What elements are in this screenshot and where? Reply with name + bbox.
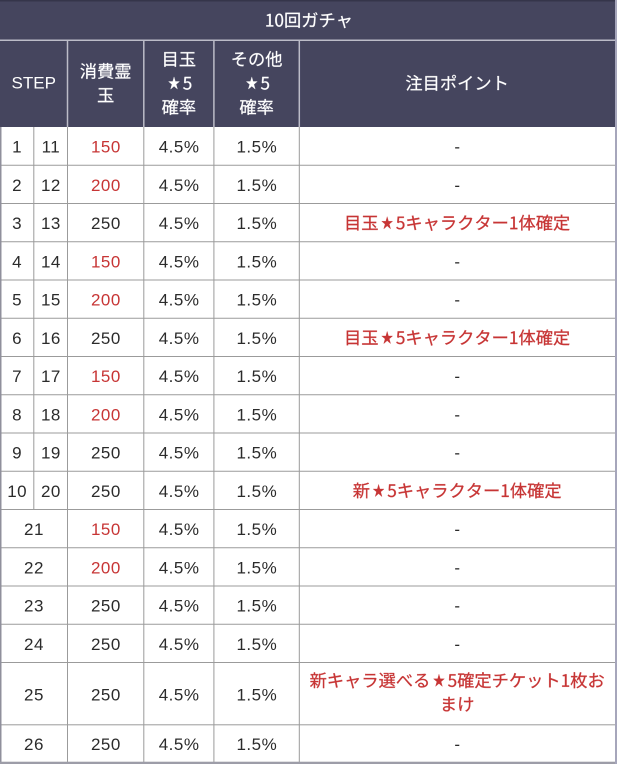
svg-text:1: 1: [12, 138, 21, 157]
svg-text:1.5%: 1.5%: [236, 405, 277, 424]
svg-text:STEP: STEP: [12, 74, 56, 93]
svg-text:4.5%: 4.5%: [159, 329, 200, 348]
svg-text:21: 21: [24, 520, 44, 539]
svg-text:4.5%: 4.5%: [159, 138, 200, 157]
svg-text:4.5%: 4.5%: [159, 635, 200, 654]
svg-text:1.5%: 1.5%: [236, 367, 277, 386]
svg-text:-: -: [454, 635, 460, 654]
svg-text:250: 250: [91, 735, 121, 754]
svg-text:6: 6: [12, 329, 21, 348]
svg-text:1.5%: 1.5%: [236, 482, 277, 501]
svg-text:8: 8: [12, 405, 21, 424]
svg-text:-: -: [454, 735, 460, 754]
svg-text:-: -: [454, 520, 460, 539]
svg-text:4.5%: 4.5%: [159, 444, 200, 463]
svg-text:15: 15: [41, 291, 61, 310]
svg-text:4.5%: 4.5%: [159, 520, 200, 539]
svg-text:10: 10: [7, 482, 27, 501]
svg-text:-: -: [454, 138, 460, 157]
svg-text:-: -: [454, 405, 460, 424]
svg-text:17: 17: [41, 367, 61, 386]
svg-text:1.5%: 1.5%: [236, 252, 277, 271]
svg-text:7: 7: [12, 367, 21, 386]
svg-text:1.5%: 1.5%: [236, 520, 277, 539]
svg-text:13: 13: [41, 214, 61, 233]
svg-text:250: 250: [91, 444, 121, 463]
svg-text:150: 150: [91, 367, 121, 386]
svg-text:1.5%: 1.5%: [236, 329, 277, 348]
svg-text:-: -: [454, 558, 460, 577]
svg-text:1.5%: 1.5%: [236, 635, 277, 654]
svg-text:12: 12: [41, 176, 61, 195]
svg-text:150: 150: [91, 520, 121, 539]
svg-text:14: 14: [41, 252, 61, 271]
svg-text:-: -: [454, 367, 460, 386]
svg-text:-: -: [454, 176, 460, 195]
svg-text:4.5%: 4.5%: [159, 685, 200, 704]
svg-text:1.5%: 1.5%: [236, 291, 277, 310]
svg-text:4.5%: 4.5%: [159, 558, 200, 577]
svg-text:24: 24: [24, 635, 44, 654]
svg-text:18: 18: [41, 405, 61, 424]
svg-text:9: 9: [12, 444, 21, 463]
svg-text:1.5%: 1.5%: [236, 597, 277, 616]
svg-text:22: 22: [24, 558, 44, 577]
svg-text:150: 150: [91, 138, 121, 157]
svg-text:250: 250: [91, 482, 121, 501]
svg-text:4.5%: 4.5%: [159, 367, 200, 386]
svg-text:4.5%: 4.5%: [159, 482, 200, 501]
svg-text:250: 250: [91, 329, 121, 348]
svg-text:11: 11: [42, 138, 61, 157]
svg-text:200: 200: [91, 176, 121, 195]
svg-text:4.5%: 4.5%: [159, 291, 200, 310]
svg-text:250: 250: [91, 635, 121, 654]
svg-text:2: 2: [12, 176, 21, 195]
svg-text:250: 250: [91, 214, 121, 233]
svg-text:4: 4: [12, 252, 21, 271]
svg-text:150: 150: [91, 252, 121, 271]
svg-text:4.5%: 4.5%: [159, 597, 200, 616]
svg-text:4.5%: 4.5%: [159, 405, 200, 424]
svg-text:1.5%: 1.5%: [236, 214, 277, 233]
svg-text:26: 26: [24, 735, 44, 754]
svg-text:1.5%: 1.5%: [236, 735, 277, 754]
svg-text:-: -: [454, 291, 460, 310]
svg-text:5: 5: [12, 291, 21, 310]
svg-text:4.5%: 4.5%: [159, 176, 200, 195]
svg-text:19: 19: [41, 444, 61, 463]
svg-text:250: 250: [91, 685, 121, 704]
svg-text:200: 200: [91, 558, 121, 577]
svg-text:1.5%: 1.5%: [236, 685, 277, 704]
svg-text:-: -: [454, 252, 460, 271]
svg-text:-: -: [454, 597, 460, 616]
svg-text:-: -: [454, 444, 460, 463]
svg-text:16: 16: [41, 329, 61, 348]
svg-text:4.5%: 4.5%: [159, 735, 200, 754]
svg-text:23: 23: [24, 597, 44, 616]
svg-text:4.5%: 4.5%: [159, 214, 200, 233]
svg-text:1.5%: 1.5%: [236, 558, 277, 577]
svg-text:25: 25: [24, 685, 44, 704]
svg-text:1.5%: 1.5%: [236, 176, 277, 195]
svg-text:250: 250: [91, 597, 121, 616]
svg-text:1.5%: 1.5%: [236, 444, 277, 463]
svg-text:20: 20: [41, 482, 61, 501]
svg-text:200: 200: [91, 405, 121, 424]
svg-text:1.5%: 1.5%: [236, 138, 277, 157]
svg-text:3: 3: [12, 214, 21, 233]
svg-text:200: 200: [91, 291, 121, 310]
svg-text:4.5%: 4.5%: [159, 252, 200, 271]
